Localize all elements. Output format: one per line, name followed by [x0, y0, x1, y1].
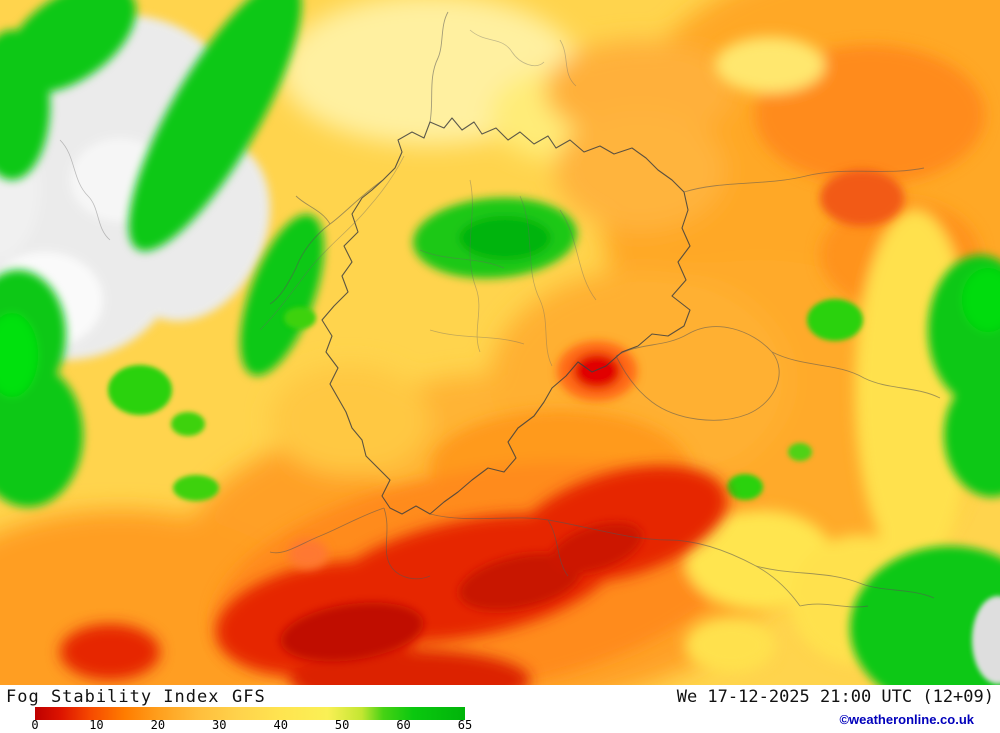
model-label: GFS — [232, 687, 266, 707]
map-adriatic-sea — [972, 596, 1000, 684]
legend-tick-50: 50 — [334, 718, 350, 732]
country-borders — [269, 11, 941, 608]
legend-tick-60: 60 — [396, 718, 411, 732]
legend-tick-20: 20 — [150, 718, 166, 732]
copyright-link[interactable]: ©weatheronline.co.uk — [839, 712, 974, 727]
footer-bar: Fog Stability Index GFS We 17-12-2025 21… — [0, 685, 1000, 733]
legend-tick-10: 10 — [89, 718, 104, 732]
coastlines-state-borders — [59, 29, 597, 367]
valid-datetime: We 17-12-2025 21:00 UTC (12+09) — [676, 687, 994, 707]
legend-tick-65: 65 — [457, 718, 473, 732]
legend-gradient-bar — [35, 707, 465, 720]
map-green-spots — [108, 299, 863, 501]
map-green-regions — [0, 0, 1000, 685]
legend-tick-0: 0 — [31, 718, 39, 732]
germany-border — [321, 117, 691, 515]
weather-map-svg — [0, 0, 1000, 685]
weather-map — [0, 0, 1000, 685]
legend-tick-40: 40 — [273, 718, 288, 732]
map-red-cores — [280, 170, 904, 662]
map-title: Fog Stability Index — [6, 687, 220, 707]
legend-tick-30: 30 — [212, 718, 227, 732]
